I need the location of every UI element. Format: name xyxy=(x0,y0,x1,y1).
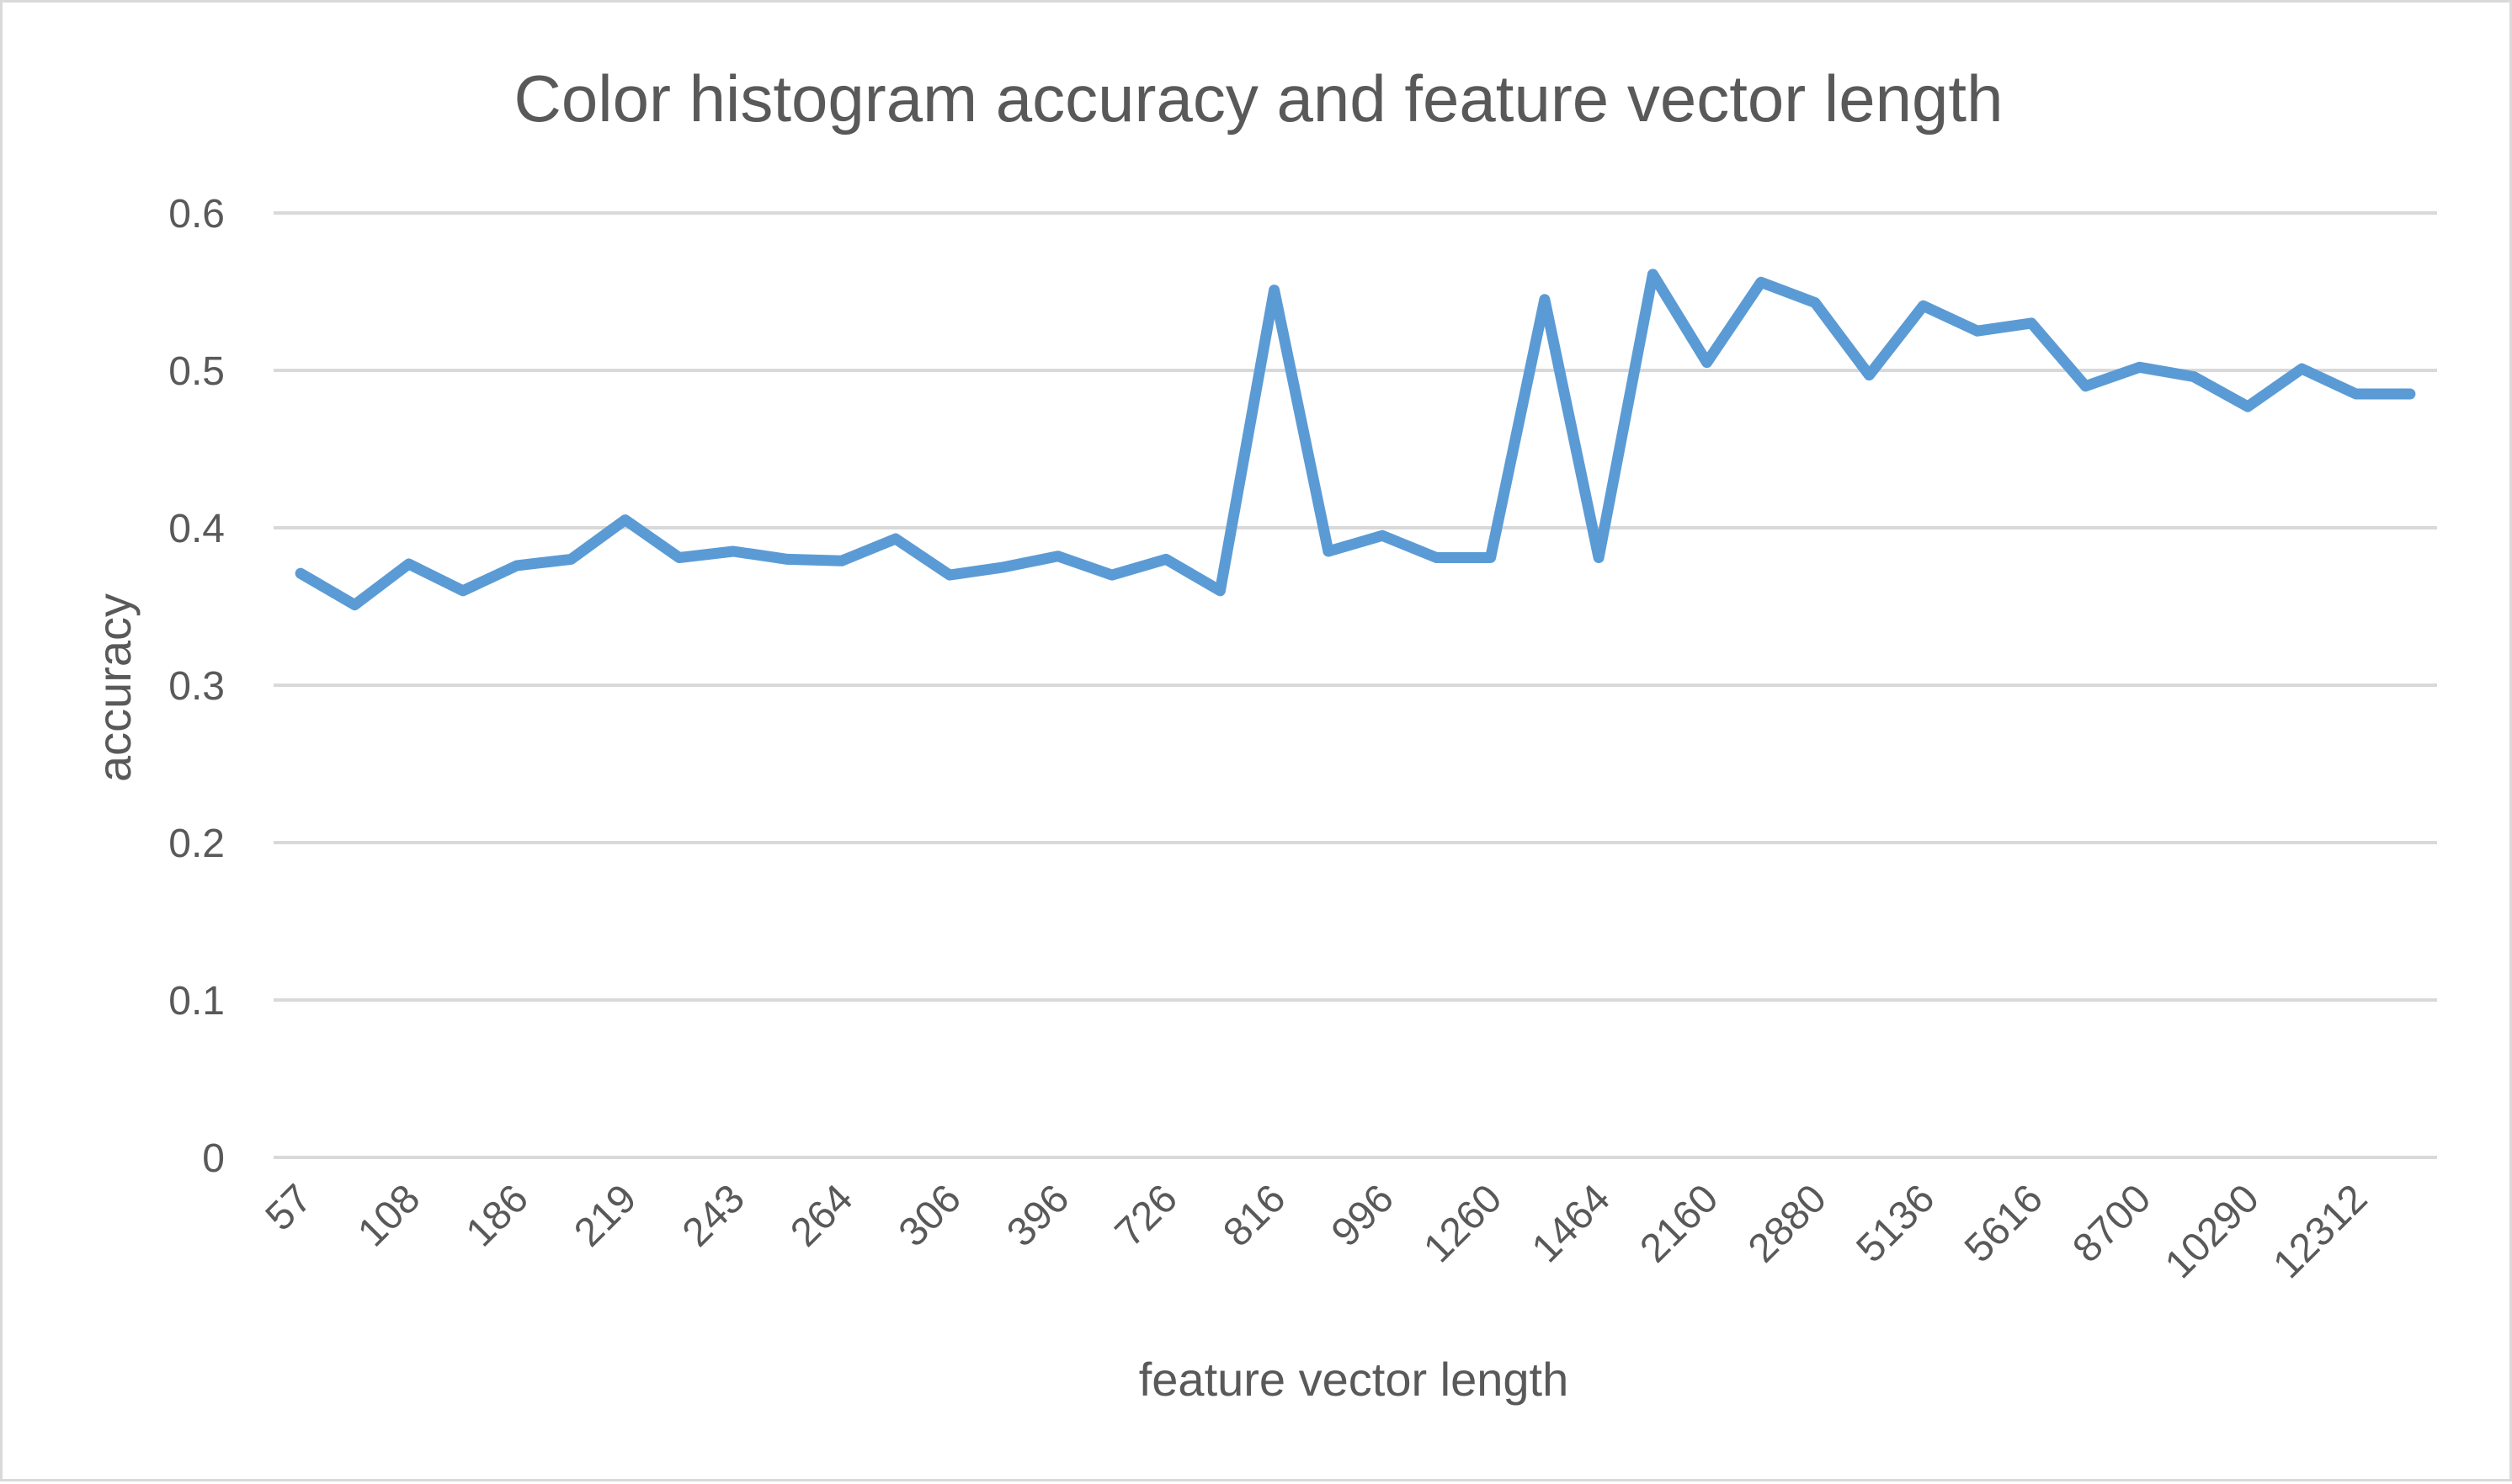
y-tick-label: 0.5 xyxy=(168,349,225,394)
x-tick-label: 1260 xyxy=(1415,1176,1510,1271)
x-tick-label: 1464 xyxy=(1524,1176,1619,1271)
y-axis-title: accuracy xyxy=(88,593,141,782)
line-chart: Color histogram accuracy and feature vec… xyxy=(88,61,2437,1406)
x-tick-label: 219 xyxy=(566,1176,645,1255)
y-tick-label: 0.1 xyxy=(168,979,225,1024)
x-tick-label: 243 xyxy=(674,1176,753,1255)
x-tick-label: 996 xyxy=(1323,1176,1402,1255)
x-axis-title: feature vector length xyxy=(1139,1353,1569,1406)
x-tick-label: 57 xyxy=(258,1176,321,1239)
x-tick-label: 12312 xyxy=(2265,1176,2376,1287)
x-tick-label: 5136 xyxy=(1848,1176,1943,1271)
x-tick-label: 306 xyxy=(891,1176,970,1255)
x-tick-label: 5616 xyxy=(1956,1176,2052,1271)
y-tick-label: 0 xyxy=(202,1136,225,1181)
y-tick-label: 0.4 xyxy=(168,507,225,551)
gridlines xyxy=(274,211,2437,1159)
x-tick-label: 264 xyxy=(782,1176,861,1255)
x-tick-label: 10290 xyxy=(2157,1176,2268,1287)
x-tick-label: 2160 xyxy=(1631,1176,1727,1271)
x-tick-label: 108 xyxy=(349,1176,428,1255)
series-line xyxy=(295,269,2416,611)
y-axis-ticks: 0 0.1 0.2 0.3 0.4 0.5 0.6 xyxy=(168,192,225,1181)
y-tick-label: 0.2 xyxy=(168,822,225,866)
y-tick-label: 0.6 xyxy=(168,192,225,237)
x-tick-label: 186 xyxy=(458,1176,537,1255)
y-tick-label: 0.3 xyxy=(168,664,225,709)
x-tick-label: 396 xyxy=(998,1176,1078,1255)
x-tick-label: 8700 xyxy=(2064,1176,2159,1271)
x-axis-ticks: 57 108 186 219 243 264 306 396 726 816 996 1260 1464… xyxy=(258,1176,2376,1287)
x-tick-label: 816 xyxy=(1215,1176,1294,1255)
x-tick-label: 2880 xyxy=(1740,1176,1835,1271)
x-tick-label: 726 xyxy=(1107,1176,1186,1255)
chart-title: Color histogram accuracy and feature vec… xyxy=(514,61,2004,136)
